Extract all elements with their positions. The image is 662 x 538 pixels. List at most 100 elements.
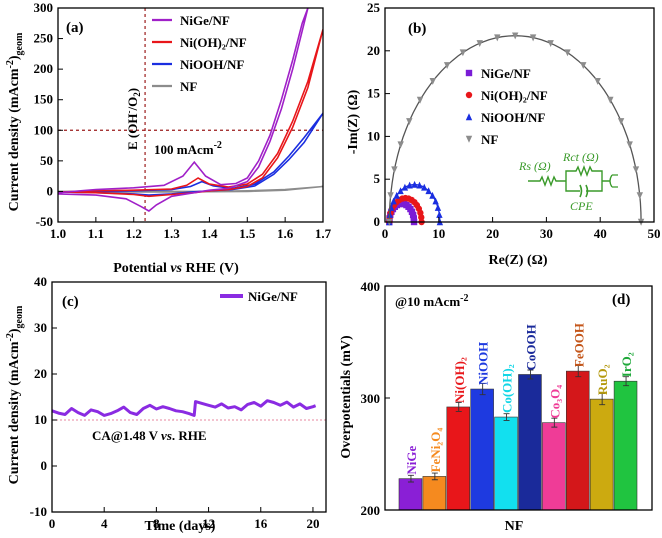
bar-label: FeNi₂O₄ — [428, 428, 443, 473]
data-point — [418, 214, 425, 221]
data-point — [406, 118, 413, 125]
equilibrium-potential-label: E (OH-/O2) — [124, 88, 142, 150]
bar — [613, 380, 638, 511]
x-axis-label: NF — [505, 519, 524, 534]
error-bar — [503, 413, 510, 421]
data-point — [432, 197, 439, 205]
x-tick-label: 20 — [306, 516, 319, 531]
panel-d: NiGe FeNi₂O₄ Ni(OH)₂ NiOOH Co(OH)₂ CoOOH Co₃O₄… — [339, 279, 653, 534]
cv-line-nigenf — [58, 8, 309, 212]
data-point — [529, 34, 537, 42]
y-tick-label: 150 — [34, 92, 54, 107]
error-bar — [407, 474, 414, 483]
x-tick-label: 1.5 — [239, 226, 256, 241]
bar — [470, 388, 494, 511]
data-point — [393, 191, 400, 199]
legend: NiGe/NF Ni(OH)₂/NF NiOOH/NF NF — [465, 66, 548, 147]
data-point — [547, 40, 554, 47]
legend-label: NiGe/NF — [481, 66, 531, 81]
bar-label: RuO₂ — [595, 364, 610, 395]
y-tick-label: 0 — [47, 183, 54, 198]
equivalent-circuit: Rs (Ω) Rct (Ω) CPE — [518, 150, 618, 213]
y-ticks: 0 5 10 15 20 25 — [367, 0, 390, 229]
panel-b: 0 10 20 30 40 50 0 5 10 15 20 25 (b) Re(Z) (Ω) -Im… — [346, 0, 661, 268]
legend-label: NiOOH/NF — [481, 110, 545, 125]
y-axis-label: -Im(Z) (Ω) — [346, 89, 361, 154]
x-axis-label: Potential vs RHE (V) — [113, 261, 239, 276]
y-axis-label: Overpotentials (mV) — [339, 335, 354, 459]
error-bar — [599, 393, 606, 406]
ca-condition-label: CA@1.48 V vs. RHE — [92, 428, 207, 443]
y-tick-label: 15 — [367, 86, 381, 101]
x-tick-label: 1.1 — [88, 226, 104, 241]
x-tick-label: 1.3 — [163, 226, 180, 241]
y-axis-label: Current density (mAcm-2)geom — [5, 305, 25, 484]
data-point — [443, 62, 451, 69]
data-point — [476, 40, 483, 47]
legend-label: NiOOH/NF — [180, 57, 244, 72]
rs-label: Rs (Ω) — [518, 159, 551, 173]
y-axis-label: Current density (mAcm-2)geom — [5, 32, 25, 211]
y-tick-label: 300 — [34, 0, 54, 15]
error-bar — [575, 365, 582, 378]
y-ticks: -50 0 50 100 150 200 250 300 — [34, 0, 63, 229]
bar-label: Co(OH)₂ — [500, 364, 515, 413]
cpe-label: CPE — [570, 199, 593, 213]
bar — [398, 478, 423, 511]
data-point — [406, 181, 413, 189]
plot-frame — [51, 281, 327, 513]
bar-label: Ni(OH)₂ — [452, 357, 467, 403]
y-tick-label: 250 — [34, 31, 54, 46]
x-tick-label: 20 — [486, 226, 499, 241]
y-ticks: -10 0 10 20 30 40 — [30, 274, 57, 519]
y-tick-label: 20 — [34, 366, 47, 381]
bar — [518, 374, 542, 511]
legend-label: NiGe/NF — [248, 289, 298, 304]
data-point — [416, 181, 423, 189]
plot-frame — [57, 7, 324, 223]
data-point — [429, 78, 436, 85]
panel-label: (a) — [66, 20, 84, 36]
data-point — [425, 187, 432, 195]
panel-label: (c) — [62, 294, 79, 310]
x-ticks: 0 4 8 12 16 20 — [49, 507, 319, 531]
x-tick-label: 1.4 — [201, 226, 218, 241]
x-tick-label: 0 — [49, 516, 56, 531]
plot-frame — [384, 7, 655, 223]
data-point — [494, 34, 501, 42]
y-ticks: 200 300 400 — [361, 279, 390, 518]
legend-label: Ni(OH)₂/NF — [180, 35, 247, 50]
data-point — [617, 118, 625, 125]
panel-label: (b) — [408, 21, 426, 37]
panel-label: (d) — [612, 292, 630, 308]
bar — [589, 398, 614, 511]
y-tick-label: 40 — [34, 274, 47, 289]
cv-line-nf — [58, 185, 323, 193]
x-tick-label: 1.2 — [126, 226, 142, 241]
data-point — [411, 180, 418, 188]
legend-label: NF — [481, 132, 498, 147]
y-tick-label: 5 — [374, 171, 381, 186]
y-tick-label: 100 — [34, 122, 54, 137]
bar-label: IrO₂ — [619, 352, 634, 377]
data-point — [397, 141, 404, 149]
terminal-symbol — [609, 174, 618, 188]
circuit-wires — [528, 165, 610, 192]
x-tick-label: 8 — [153, 516, 160, 531]
data-point — [636, 192, 644, 200]
y-tick-label: 200 — [34, 61, 54, 76]
data-point — [465, 91, 473, 99]
error-bar — [551, 417, 558, 428]
data-point — [391, 166, 398, 174]
bar — [422, 476, 447, 511]
x-tick-label: 16 — [254, 516, 268, 531]
x-tick-label: 0 — [382, 226, 389, 241]
legend-label: Ni(OH)₂/NF — [481, 88, 548, 103]
ca-curve — [51, 399, 317, 417]
data-point — [511, 32, 519, 40]
legend-label: NiGe/NF — [180, 13, 230, 28]
error-bar — [527, 369, 534, 380]
y-tick-label: -10 — [30, 504, 47, 519]
y-tick-label: 10 — [34, 412, 47, 427]
y-tick-label: 400 — [361, 279, 381, 294]
